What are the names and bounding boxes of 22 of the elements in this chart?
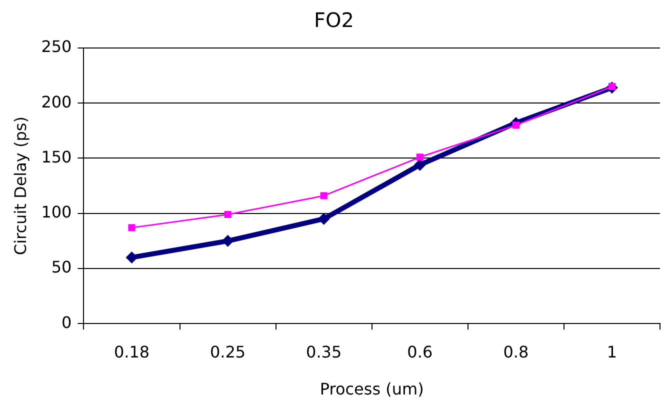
- point: [222, 234, 234, 247]
- x-tick-label: 0.8: [503, 342, 529, 362]
- y-tick-label: 100: [41, 202, 72, 222]
- point: [224, 210, 232, 218]
- y-tick-label: 150: [41, 147, 72, 166]
- y-tick-label: 200: [41, 92, 72, 112]
- point: [126, 251, 138, 264]
- chart-title: FO2: [314, 8, 354, 32]
- y-tick-label: 0: [62, 312, 72, 332]
- x-tick-label: 1: [606, 342, 618, 362]
- point: [128, 224, 136, 232]
- y-tick-label: 250: [41, 37, 72, 56]
- point: [318, 212, 330, 225]
- x-tick-label: 0.18: [114, 342, 150, 362]
- y-axis-title: Circuit Delay (ps): [10, 116, 30, 256]
- point: [320, 192, 328, 200]
- x-tick-label: 0.6: [407, 342, 433, 362]
- x-tick-label: 0.25: [210, 342, 246, 362]
- y-tick-label: 50: [51, 258, 72, 277]
- x-tick-label: 0.35: [306, 342, 342, 362]
- x-axis-title: Process (um): [320, 380, 424, 399]
- point: [416, 154, 424, 161]
